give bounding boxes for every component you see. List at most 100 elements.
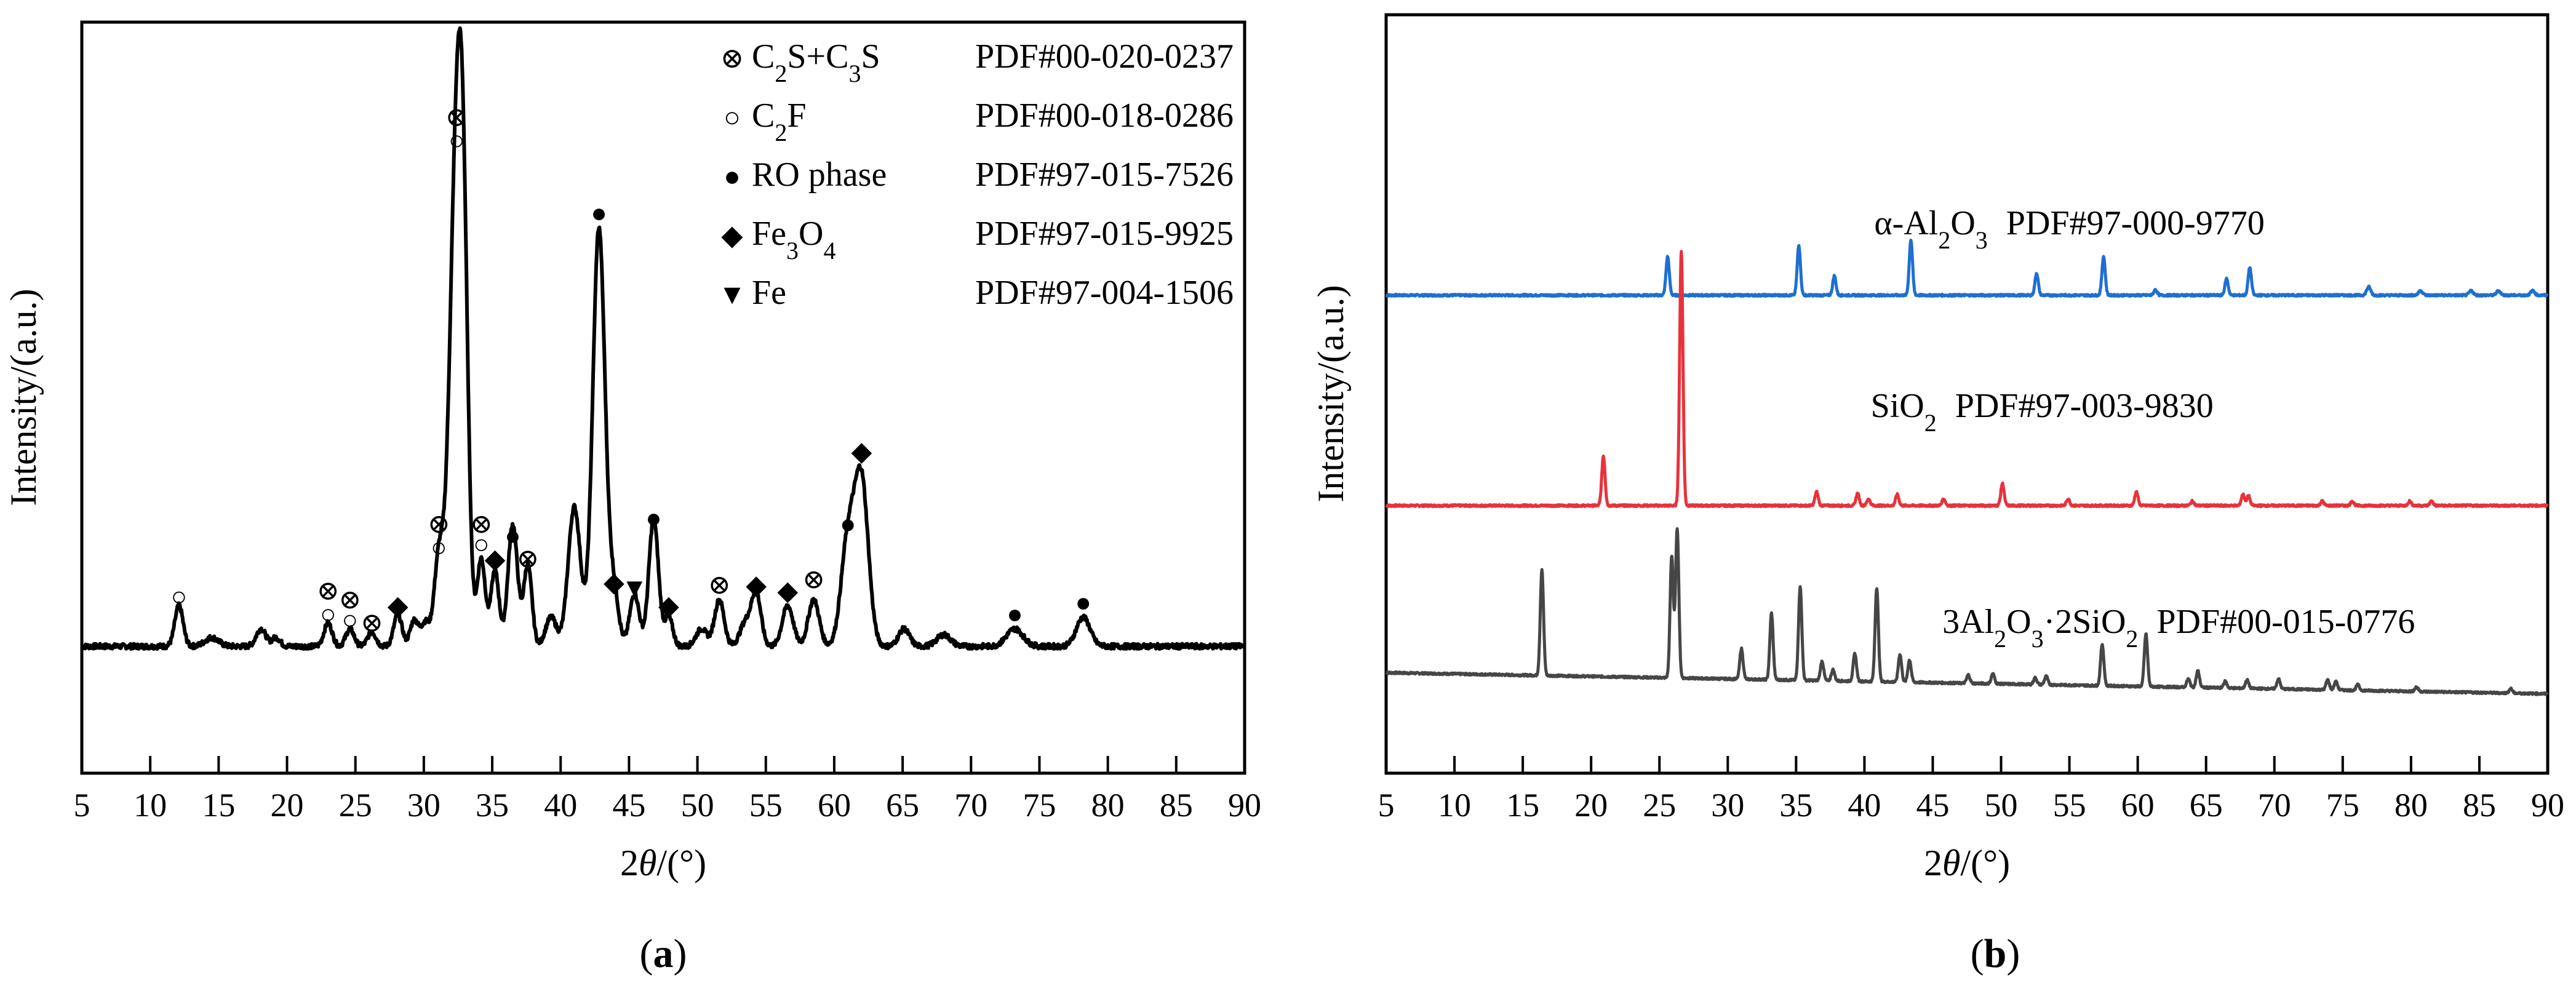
- legend-pdf: PDF#00-020-0237: [975, 38, 1234, 76]
- series-curve-1: [1385, 239, 2549, 298]
- panel-b-x-tick-label: 80: [2395, 787, 2428, 824]
- panel-b-x-ticks: 5 10 15 20 25 30 35 40 45 50 55 60 65 70 75 80 85 90: [1378, 756, 2564, 824]
- panel-a-xrd-curve: [80, 26, 1246, 651]
- peak-marker: ●: [504, 520, 521, 551]
- peak-marker: ○: [473, 530, 490, 560]
- series-label-3: 3Al2O3·2SiO2 PDF#00-015-0776: [1942, 603, 2415, 653]
- peak-marker: ○: [449, 125, 465, 156]
- panel-a-x-tick-label: 35: [476, 787, 509, 824]
- peak-marker: ◆: [388, 590, 409, 621]
- legend-symbol: ●: [724, 161, 741, 192]
- panel-b-x-tick-label: 15: [1506, 787, 1539, 824]
- panel-a-legend: ⊗ C2S+C3S PDF#00-020-0237 ○ C2F PDF#00-018-02…: [718, 38, 1234, 312]
- legend-phase: RO phase: [752, 156, 887, 194]
- panel-b-x-tick-label: 5: [1378, 787, 1395, 824]
- peak-marker: ●: [591, 198, 607, 228]
- panel-a: 5 10 15 20 25 30 35 40 45 50 55 60 65 70 75 80 85 90 ○○⊗○…: [3, 20, 1261, 976]
- peak-marker: ○: [342, 605, 359, 635]
- panel-b-x-tick-label: 70: [2258, 787, 2291, 824]
- panel-b-x-tick-label: 35: [1779, 787, 1812, 824]
- panel-b-x-tick-label: 85: [2463, 787, 2496, 824]
- peak-marker: ○: [320, 599, 337, 629]
- peak-marker: ⊗: [470, 509, 493, 539]
- panel-b-x-tick-label: 40: [1848, 787, 1881, 824]
- panel-a-x-tick-label: 50: [681, 787, 714, 824]
- series-curve-2: [1385, 250, 2549, 509]
- legend-phase: C2F: [752, 97, 807, 146]
- panel-a-peak-markers: ○○⊗○⊗⊗◆○⊗○⊗○⊗◆●⊗●◆▼●◆⊗ ◆ ◆ ⊗●◆● ●: [171, 102, 1091, 638]
- legend-pdf: PDF#97-015-7526: [975, 156, 1234, 194]
- panel-a-sub-label: (a): [640, 931, 687, 976]
- peak-marker: ⊗: [361, 608, 383, 638]
- panel-b-x-tick-label: 50: [1985, 787, 2018, 824]
- peak-marker: ⊗: [802, 564, 825, 594]
- peak-marker: ◆: [485, 544, 506, 574]
- panel-a-x-tick-label: 70: [954, 787, 987, 824]
- series-label-1: α-Al2O3 PDF#97-000-9770: [1874, 204, 2264, 254]
- panel-b-x-tick-label: 45: [1916, 787, 1949, 824]
- legend-symbol: ▼: [718, 279, 746, 310]
- panel-a-x-tick-label: 25: [339, 787, 372, 824]
- peak-marker: ▼: [621, 573, 648, 603]
- peak-marker: ⊗: [516, 544, 539, 574]
- panel-a-x-tick-label: 55: [749, 787, 783, 824]
- panel-a-x-tick-label: 90: [1228, 787, 1261, 824]
- panel-b-x-tick-label: 25: [1643, 787, 1676, 824]
- panel-b-x-tick-label: 60: [2121, 787, 2155, 824]
- legend-phase: Fe: [752, 274, 786, 312]
- peak-marker: ◆: [658, 590, 679, 621]
- panel-b-x-tick-label: 10: [1438, 787, 1471, 824]
- panel-b-x-tick-label: 75: [2326, 787, 2359, 824]
- panel-a-x-tick-label: 5: [74, 787, 90, 824]
- panel-a-x-tick-label: 85: [1160, 787, 1193, 824]
- peak-marker: ⊗: [338, 584, 361, 614]
- panel-a-x-ticks: 5 10 15 20 25 30 35 40 45 50 55 60 65 70 75 80 85 90: [74, 756, 1261, 824]
- peak-marker: ⊗: [445, 102, 468, 132]
- peak-marker: ⊗: [428, 509, 450, 539]
- legend-pdf: PDF#97-004-1506: [975, 274, 1234, 312]
- panel-a-x-tick-label: 75: [1023, 787, 1056, 824]
- panel-b-xrd-curves: [1385, 239, 2549, 696]
- legend-phase: C2S+C3S: [752, 38, 880, 87]
- panel-b-x-tick-label: 90: [2531, 787, 2564, 824]
- peak-marker: ◆: [851, 436, 872, 466]
- panel-b-x-tick-label: 65: [2190, 787, 2223, 824]
- panel-b-x-tick-label: 20: [1574, 787, 1608, 824]
- panel-b-curve-labels: α-Al2O3 PDF#97-000-9770 SiO2 PDF#97-003-983…: [1871, 204, 2415, 653]
- legend-pdf: PDF#97-015-9925: [975, 215, 1234, 253]
- peak-marker: ●: [645, 503, 662, 533]
- peak-marker: ◆: [604, 567, 624, 597]
- series-curve-3: [1385, 527, 2549, 696]
- legend-pdf: PDF#00-018-0286: [975, 97, 1234, 135]
- peak-marker: ⊗: [317, 576, 340, 606]
- panel-a-x-tick-label: 20: [271, 787, 304, 824]
- legend-symbol: ◆: [721, 220, 743, 251]
- legend-symbol: ○: [724, 101, 741, 133]
- panel-a-plot-frame: [80, 20, 1246, 775]
- panel-a-x-tick-label: 15: [202, 787, 235, 824]
- panel-a-x-tick-label: 65: [886, 787, 919, 824]
- peak-marker: ○: [171, 582, 188, 612]
- panel-a-x-axis-title: 2θ/(°): [620, 843, 706, 883]
- panel-a-x-tick-label: 80: [1091, 787, 1125, 824]
- panel-a-x-tick-label: 10: [134, 787, 167, 824]
- panel-b-x-axis-title: 2θ/(°): [1924, 843, 2010, 883]
- panel-a-x-tick-label: 60: [818, 787, 851, 824]
- panel-b-plot-frame: [1384, 13, 2550, 775]
- panel-a-x-tick-label: 30: [407, 787, 441, 824]
- peak-marker: ●: [1075, 587, 1091, 618]
- peak-marker: ◆: [746, 570, 767, 600]
- peak-marker: ●: [840, 509, 856, 539]
- panel-b-y-axis-title: Intensity/(a.u.): [1310, 285, 1351, 502]
- panel-b: 5 10 15 20 25 30 35 40 45 50 55 60 65 70 75 80 85 90 α-Al…: [1310, 13, 2564, 976]
- legend-phase: Fe3O4: [752, 215, 835, 264]
- legend-symbol: ⊗: [720, 42, 744, 74]
- series-label-2: SiO2 PDF#97-003-9830: [1871, 387, 2214, 437]
- peak-marker: ○: [431, 532, 447, 562]
- peak-marker: ●: [1007, 599, 1023, 629]
- panel-b-x-tick-label: 30: [1711, 787, 1744, 824]
- panel-b-x-tick-label: 55: [2053, 787, 2086, 824]
- peak-marker: ⊗: [708, 570, 731, 600]
- panel-a-y-axis-title: Intensity/(a.u.): [3, 288, 44, 506]
